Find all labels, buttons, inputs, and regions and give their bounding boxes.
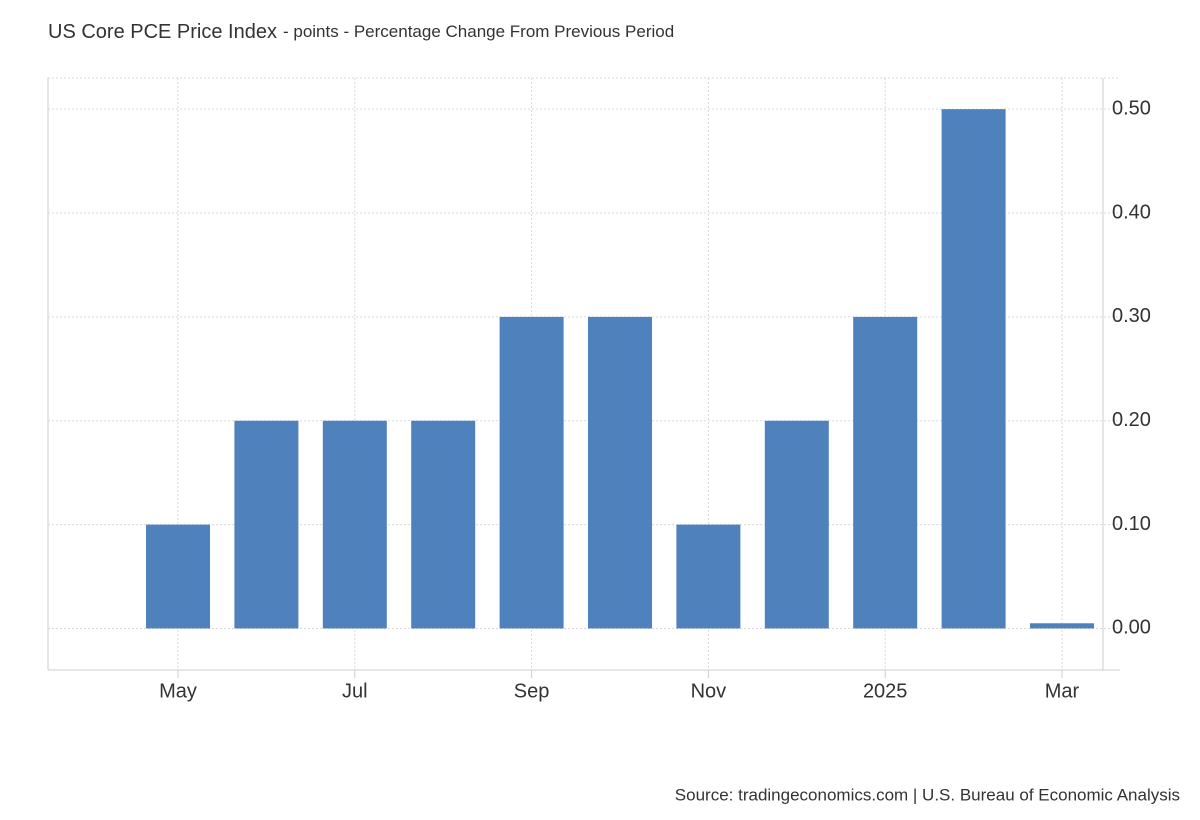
y-tick-label: 0.30 (1112, 305, 1151, 327)
bar (234, 420, 299, 629)
bar (499, 316, 564, 629)
y-tick-label: 0.40 (1112, 201, 1151, 223)
bar (322, 420, 387, 629)
y-tick-label: 0.10 (1112, 513, 1151, 535)
title: US Core PCE Price Index (48, 21, 277, 43)
y-tick-label: 0.20 (1112, 409, 1151, 431)
y-tick-label: 0.00 (1112, 617, 1151, 639)
bar (146, 524, 210, 629)
bar (588, 316, 652, 629)
subtitle: - points - Percentage Change From Previo… (283, 22, 674, 41)
bar (853, 316, 918, 629)
bar (676, 524, 741, 629)
bar (411, 420, 476, 629)
bar (941, 109, 1006, 629)
x-tick-label: Jul (342, 680, 368, 702)
x-tick-label: Sep (514, 680, 550, 702)
source: Source: tradingeconomics.com | U.S. Bure… (675, 785, 1180, 804)
x-tick-label: Mar (1045, 680, 1080, 702)
x-tick-label: 2025 (863, 680, 908, 702)
x-tick-label: May (159, 680, 197, 702)
bar (1030, 623, 1094, 629)
bar (764, 420, 829, 629)
y-tick-label: 0.50 (1112, 97, 1151, 119)
chart-title: US Core PCE Price Index - points - Percen… (48, 21, 674, 43)
x-tick-label: Nov (691, 680, 727, 702)
